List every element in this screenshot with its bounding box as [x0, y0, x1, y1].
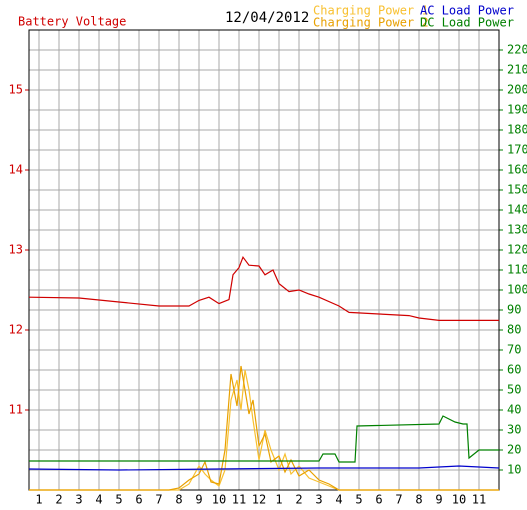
- x-tick-label: 5: [115, 493, 122, 507]
- x-tick-label: 10: [212, 493, 226, 507]
- y2-tick-label: 220: [507, 43, 527, 57]
- x-tick-label: 5: [355, 493, 362, 507]
- y-tick-label: 14: [9, 163, 23, 177]
- x-tick-label: 8: [175, 493, 182, 507]
- x-tick-label: 3: [315, 493, 322, 507]
- series-line: [28, 255, 499, 321]
- x-tick-label: 8: [415, 493, 422, 507]
- x-tick-label: 9: [195, 493, 202, 507]
- y2-tick-label: 120: [507, 243, 527, 257]
- y2-tick-label: 40: [507, 403, 521, 417]
- x-tick-label: 1: [275, 493, 282, 507]
- y2-tick-label: 140: [507, 203, 527, 217]
- y2-tick-label: 110: [507, 263, 527, 277]
- x-tick-label: 11: [472, 493, 486, 507]
- x-tick-label: 6: [375, 493, 382, 507]
- y2-tick-label: 190: [507, 103, 527, 117]
- y2-tick-label: 100: [507, 283, 527, 297]
- y2-tick-label: 80: [507, 323, 521, 337]
- series-line: [28, 465, 500, 471]
- x-tick-label: 11: [232, 493, 246, 507]
- x-tick-label: 6: [135, 493, 142, 507]
- plot-frame: [28, 29, 500, 491]
- y2-tick-label: 90: [507, 303, 521, 317]
- y2-tick-label: 170: [507, 143, 527, 157]
- y2-tick-label: 20: [507, 443, 521, 457]
- y2-tick-label: 160: [507, 163, 527, 177]
- y2-tick-label: 130: [507, 223, 527, 237]
- y2-tick-label: 60: [507, 363, 521, 377]
- x-tick-label: 7: [155, 493, 162, 507]
- y2-tick-label: 70: [507, 343, 521, 357]
- y2-tick-label: 210: [507, 63, 527, 77]
- legend-entry: Charging Power 2: [313, 16, 429, 30]
- x-tick-label: 1: [35, 493, 42, 507]
- date: 12/04/2012: [225, 10, 309, 26]
- x-tick-label: 3: [75, 493, 82, 507]
- legend-entry: AC Load Power: [420, 4, 514, 18]
- y-tick-label: 13: [9, 243, 23, 257]
- x-tick-label: 4: [95, 493, 102, 507]
- y-tick-label: 15: [9, 83, 23, 97]
- series-line: [29, 415, 499, 463]
- x-tick-label: 2: [295, 493, 302, 507]
- x-tick-label: 7: [395, 493, 402, 507]
- x-tick-label: 10: [452, 493, 466, 507]
- y2-tick-label: 150: [507, 183, 527, 197]
- x-tick-label: 2: [55, 493, 62, 507]
- legend-entry: DC Load Power: [420, 16, 514, 30]
- series-line: [29, 365, 499, 491]
- y-tick-label: 12: [9, 323, 23, 337]
- chart-title: Battery Voltage: [18, 15, 126, 29]
- y2-tick-label: 30: [507, 423, 521, 437]
- y2-tick-label: 10: [507, 463, 521, 477]
- y2-tick-label: 180: [507, 123, 527, 137]
- y2-tick-label: 200: [507, 83, 527, 97]
- y2-tick-label: 50: [507, 383, 521, 397]
- x-tick-label: 9: [435, 493, 442, 507]
- x-tick-label: 12: [252, 493, 266, 507]
- y-tick-label: 11: [9, 403, 23, 417]
- x-tick-label: 4: [335, 493, 342, 507]
- legend-entry: Charging Power 1: [313, 4, 429, 18]
